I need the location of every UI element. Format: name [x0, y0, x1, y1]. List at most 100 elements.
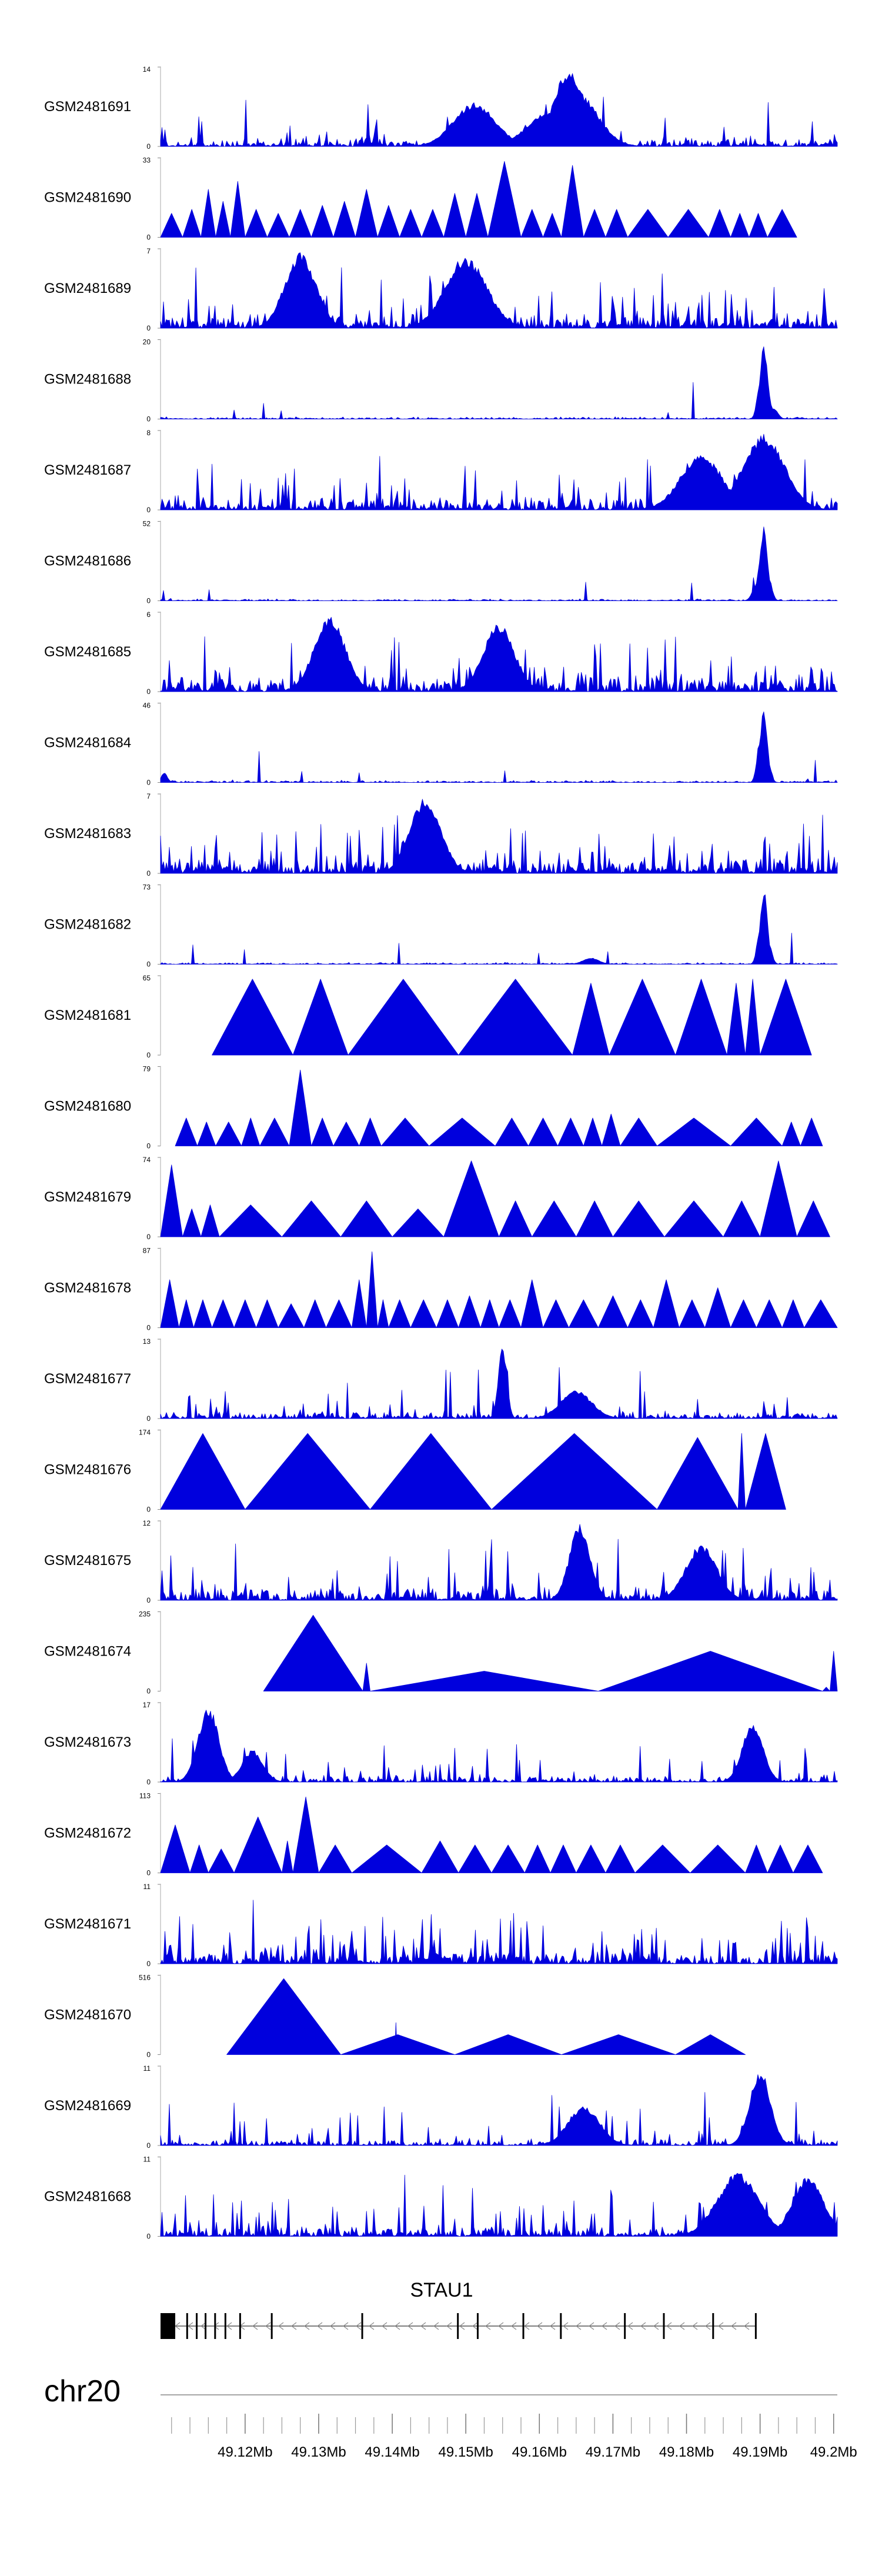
- coverage-area-GSM2481683: [160, 799, 838, 874]
- sample-label: GSM2481685: [44, 644, 131, 660]
- y-min-label: 0: [146, 1869, 151, 1877]
- coverage-area-GSM2481675: [160, 1524, 838, 1601]
- chevron-left-icon: [459, 2322, 465, 2330]
- coverage-area-GSM2481672: [160, 1796, 823, 1873]
- chevron-left-icon: [343, 2322, 349, 2330]
- exon: [270, 2313, 273, 2339]
- y-max-label: 174: [139, 1429, 151, 1437]
- sample-label: GSM2481682: [44, 917, 131, 933]
- coverage-area-GSM2481671: [160, 1900, 838, 1964]
- chevron-left-icon: [576, 2322, 582, 2330]
- exon: [624, 2313, 626, 2339]
- sample-label: GSM2481691: [44, 99, 131, 115]
- coverage-area-GSM2481669: [160, 2074, 838, 2146]
- y-max-label: 73: [143, 883, 151, 892]
- sample-label: GSM2481676: [44, 1462, 131, 1478]
- chevron-left-icon: [679, 2322, 685, 2330]
- chevron-left-icon: [602, 2322, 607, 2330]
- y-max-label: 79: [143, 1065, 151, 1073]
- chevron-left-icon: [731, 2322, 737, 2330]
- x-tick-label: 49.17Mb: [586, 2444, 640, 2460]
- y-min-label: 0: [146, 779, 151, 787]
- track-GSM2481690: GSM2481690 33 0: [44, 156, 797, 242]
- track-GSM2481691: GSM2481691 14 0: [44, 65, 838, 151]
- y-max-label: 113: [139, 1792, 151, 1800]
- sample-label: GSM2481677: [44, 1371, 131, 1387]
- coverage-tracks: GSM2481691140GSM2481690330GSM248168970GS…: [44, 65, 838, 2241]
- coverage-area-GSM2481688: [160, 346, 838, 419]
- exon: [361, 2313, 363, 2339]
- chevron-left-icon: [563, 2322, 569, 2330]
- chevron-left-icon: [407, 2322, 413, 2330]
- sample-label: GSM2481680: [44, 1099, 131, 1115]
- y-max-label: 14: [143, 65, 151, 74]
- sample-label: GSM2481672: [44, 1826, 131, 1841]
- chevron-left-icon: [744, 2322, 750, 2330]
- chevron-left-icon: [188, 2322, 193, 2330]
- track-GSM2481668: GSM2481668 11 0: [44, 2155, 838, 2241]
- sample-label: GSM2481678: [44, 1280, 131, 1296]
- chevron-left-icon: [265, 2322, 271, 2330]
- chevron-left-icon: [201, 2322, 206, 2330]
- coverage-area-GSM2481673: [160, 1710, 838, 1783]
- coverage-area-GSM2481677: [160, 1349, 838, 1419]
- y-max-label: 12: [143, 1519, 151, 1527]
- sample-label: GSM2481674: [44, 1644, 131, 1660]
- exon: [457, 2313, 459, 2339]
- y-max-label: 11: [143, 1883, 151, 1891]
- track-GSM2481683: GSM2481683 7 0: [44, 792, 838, 877]
- sample-label: GSM2481675: [44, 1553, 131, 1569]
- y-max-label: 6: [146, 610, 151, 619]
- chevron-left-icon: [640, 2322, 646, 2330]
- y-max-label: 11: [143, 2064, 151, 2073]
- x-tick-label: 49.18Mb: [659, 2444, 714, 2460]
- exon: [560, 2313, 562, 2339]
- gene-name: STAU1: [410, 2279, 473, 2301]
- y-max-label: 20: [143, 338, 151, 346]
- chevron-left-icon: [666, 2322, 672, 2330]
- chevron-left-icon: [291, 2322, 297, 2330]
- y-max-label: 11: [143, 2155, 151, 2164]
- sample-label: GSM2481679: [44, 1189, 131, 1205]
- x-tick-label: 49.12Mb: [218, 2444, 272, 2460]
- track-GSM2481672: GSM2481672 113 0: [44, 1792, 823, 1877]
- y-min-label: 0: [146, 1414, 151, 1423]
- chevron-left-icon: [589, 2322, 594, 2330]
- y-min-label: 0: [146, 2051, 151, 2059]
- y-min-label: 0: [146, 233, 151, 242]
- sample-label: GSM2481669: [44, 2098, 131, 2114]
- y-min-label: 0: [146, 1687, 151, 1696]
- track-GSM2481676: GSM2481676 174 0: [44, 1429, 786, 1514]
- track-GSM2481677: GSM2481677 13 0: [44, 1337, 838, 1423]
- y-min-label: 0: [146, 2141, 151, 2150]
- track-GSM2481679: GSM2481679 74 0: [44, 1156, 830, 1241]
- exon: [663, 2313, 665, 2339]
- coverage-area-GSM2481691: [160, 73, 838, 147]
- chevron-left-icon: [692, 2322, 698, 2330]
- exon: [476, 2313, 479, 2339]
- coverage-area-GSM2481689: [160, 252, 838, 329]
- y-min-label: 0: [146, 1778, 151, 1786]
- y-min-label: 0: [146, 1506, 151, 1514]
- exon: [522, 2313, 524, 2339]
- gene-track: STAU1: [161, 2279, 757, 2339]
- chevron-left-icon: [382, 2322, 387, 2330]
- chevron-left-icon: [356, 2322, 362, 2330]
- exon: [712, 2313, 714, 2339]
- y-max-label: 46: [143, 702, 151, 710]
- chromosome-label: chr20: [44, 2374, 121, 2408]
- chevron-left-icon: [472, 2322, 478, 2330]
- chevron-left-icon: [252, 2322, 258, 2330]
- y-max-label: 235: [139, 1610, 151, 1619]
- track-GSM2481684: GSM2481684 46 0: [44, 702, 838, 787]
- chevron-left-icon: [433, 2322, 439, 2330]
- y-min-label: 0: [146, 324, 151, 332]
- chevron-left-icon: [369, 2322, 375, 2330]
- sample-label: GSM2481689: [44, 281, 131, 296]
- chevron-left-icon: [718, 2322, 724, 2330]
- chevron-left-icon: [627, 2322, 633, 2330]
- coverage-area-GSM2481684: [160, 711, 838, 783]
- chevron-left-icon: [550, 2322, 556, 2330]
- sample-label: GSM2481690: [44, 190, 131, 206]
- y-min-label: 0: [146, 960, 151, 969]
